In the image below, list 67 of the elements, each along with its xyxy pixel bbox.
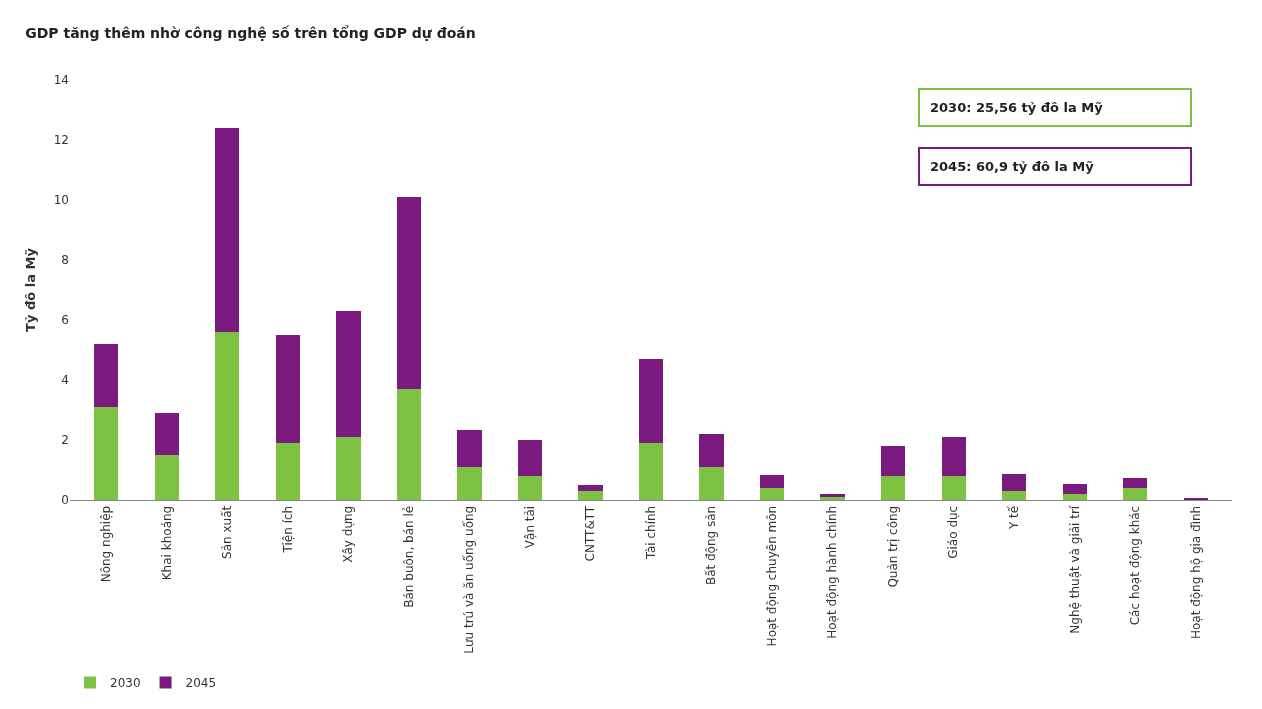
y-tick-label: 10	[53, 193, 69, 208]
y-tick-label: 0	[61, 493, 69, 508]
y-tick-label: 4	[61, 373, 69, 388]
bar	[336, 311, 361, 437]
bar	[1123, 488, 1148, 500]
bar	[336, 437, 361, 500]
x-tick-label: Nghệ thuật và giải trí	[1067, 505, 1082, 634]
y-tick-label: 14	[53, 73, 69, 88]
bar	[759, 488, 785, 500]
bar	[396, 389, 422, 500]
bar	[578, 491, 603, 500]
x-tick-label: Nông nghiệp	[99, 505, 114, 583]
bar	[154, 455, 179, 500]
bar	[396, 197, 422, 389]
x-tick-label: Tiện ích	[280, 505, 295, 554]
y-axis-title: Tỷ đô la Mỹ	[22, 247, 38, 332]
bar	[699, 467, 724, 500]
bar	[275, 443, 300, 500]
bar	[1062, 494, 1087, 500]
x-tick-label: Sản xuất	[220, 505, 235, 559]
bar	[638, 359, 664, 443]
y-tick-label: 6	[61, 313, 69, 328]
bar	[1123, 478, 1148, 488]
y-tick-label: 2	[61, 433, 69, 448]
x-tick-label: Vận tải	[522, 505, 537, 549]
bar	[457, 429, 482, 467]
x-tick-label: Giáo dục	[946, 505, 961, 559]
x-tick-label: Xây dựng	[341, 505, 356, 563]
x-tick-label: Y tế	[1007, 505, 1022, 531]
bar	[517, 476, 543, 500]
x-tick-label: Bất động sản	[704, 505, 719, 586]
annotation: 2030: 25,56 tỷ đô la Mỹ	[930, 100, 1104, 115]
bar	[275, 335, 300, 443]
x-tick-label: Hoạt động hộ gia đình	[1188, 505, 1203, 640]
x-tick-label: Hoạt động chuyên môn	[764, 505, 779, 647]
bar	[638, 443, 664, 500]
bar	[578, 485, 603, 491]
bar	[880, 446, 906, 476]
x-tick-label: Hoạt động hành chính	[825, 505, 840, 639]
x-tick-label: CNTT&TT	[583, 505, 598, 562]
bar	[699, 434, 724, 467]
chart-title: GDP tăng thêm nhờ công nghệ số trên tổng GDP dự đoán	[25, 25, 476, 42]
bar	[759, 475, 785, 488]
legend-label: 2030	[110, 676, 141, 691]
bar	[154, 413, 179, 455]
x-tick-label: Bán buôn, bán lẻ	[401, 505, 416, 608]
x-tick-label: Tài chính	[643, 505, 658, 560]
bar	[94, 344, 119, 407]
bar	[1002, 491, 1027, 500]
bar	[1062, 484, 1087, 494]
y-tick-label: 12	[53, 133, 69, 148]
bar	[94, 407, 119, 500]
x-tick-label: Các hoạt động khác	[1128, 505, 1143, 626]
bar	[215, 332, 240, 500]
x-tick-label: Lưu trú và ăn uống uống	[462, 505, 477, 654]
y-tick-label: 8	[61, 253, 69, 268]
bar	[517, 440, 543, 476]
bar	[1002, 473, 1027, 491]
bar	[457, 467, 482, 500]
legend-label: 2045	[185, 676, 217, 691]
bar	[215, 128, 240, 332]
x-tick-label: Quản trị công	[885, 505, 900, 588]
bar	[941, 476, 966, 500]
annotation: 2045: 60,9 tỷ đô la Mỹ	[930, 159, 1095, 174]
x-tick-label: Khai khoáng	[159, 505, 174, 581]
bar	[880, 476, 906, 500]
bar	[941, 437, 966, 476]
